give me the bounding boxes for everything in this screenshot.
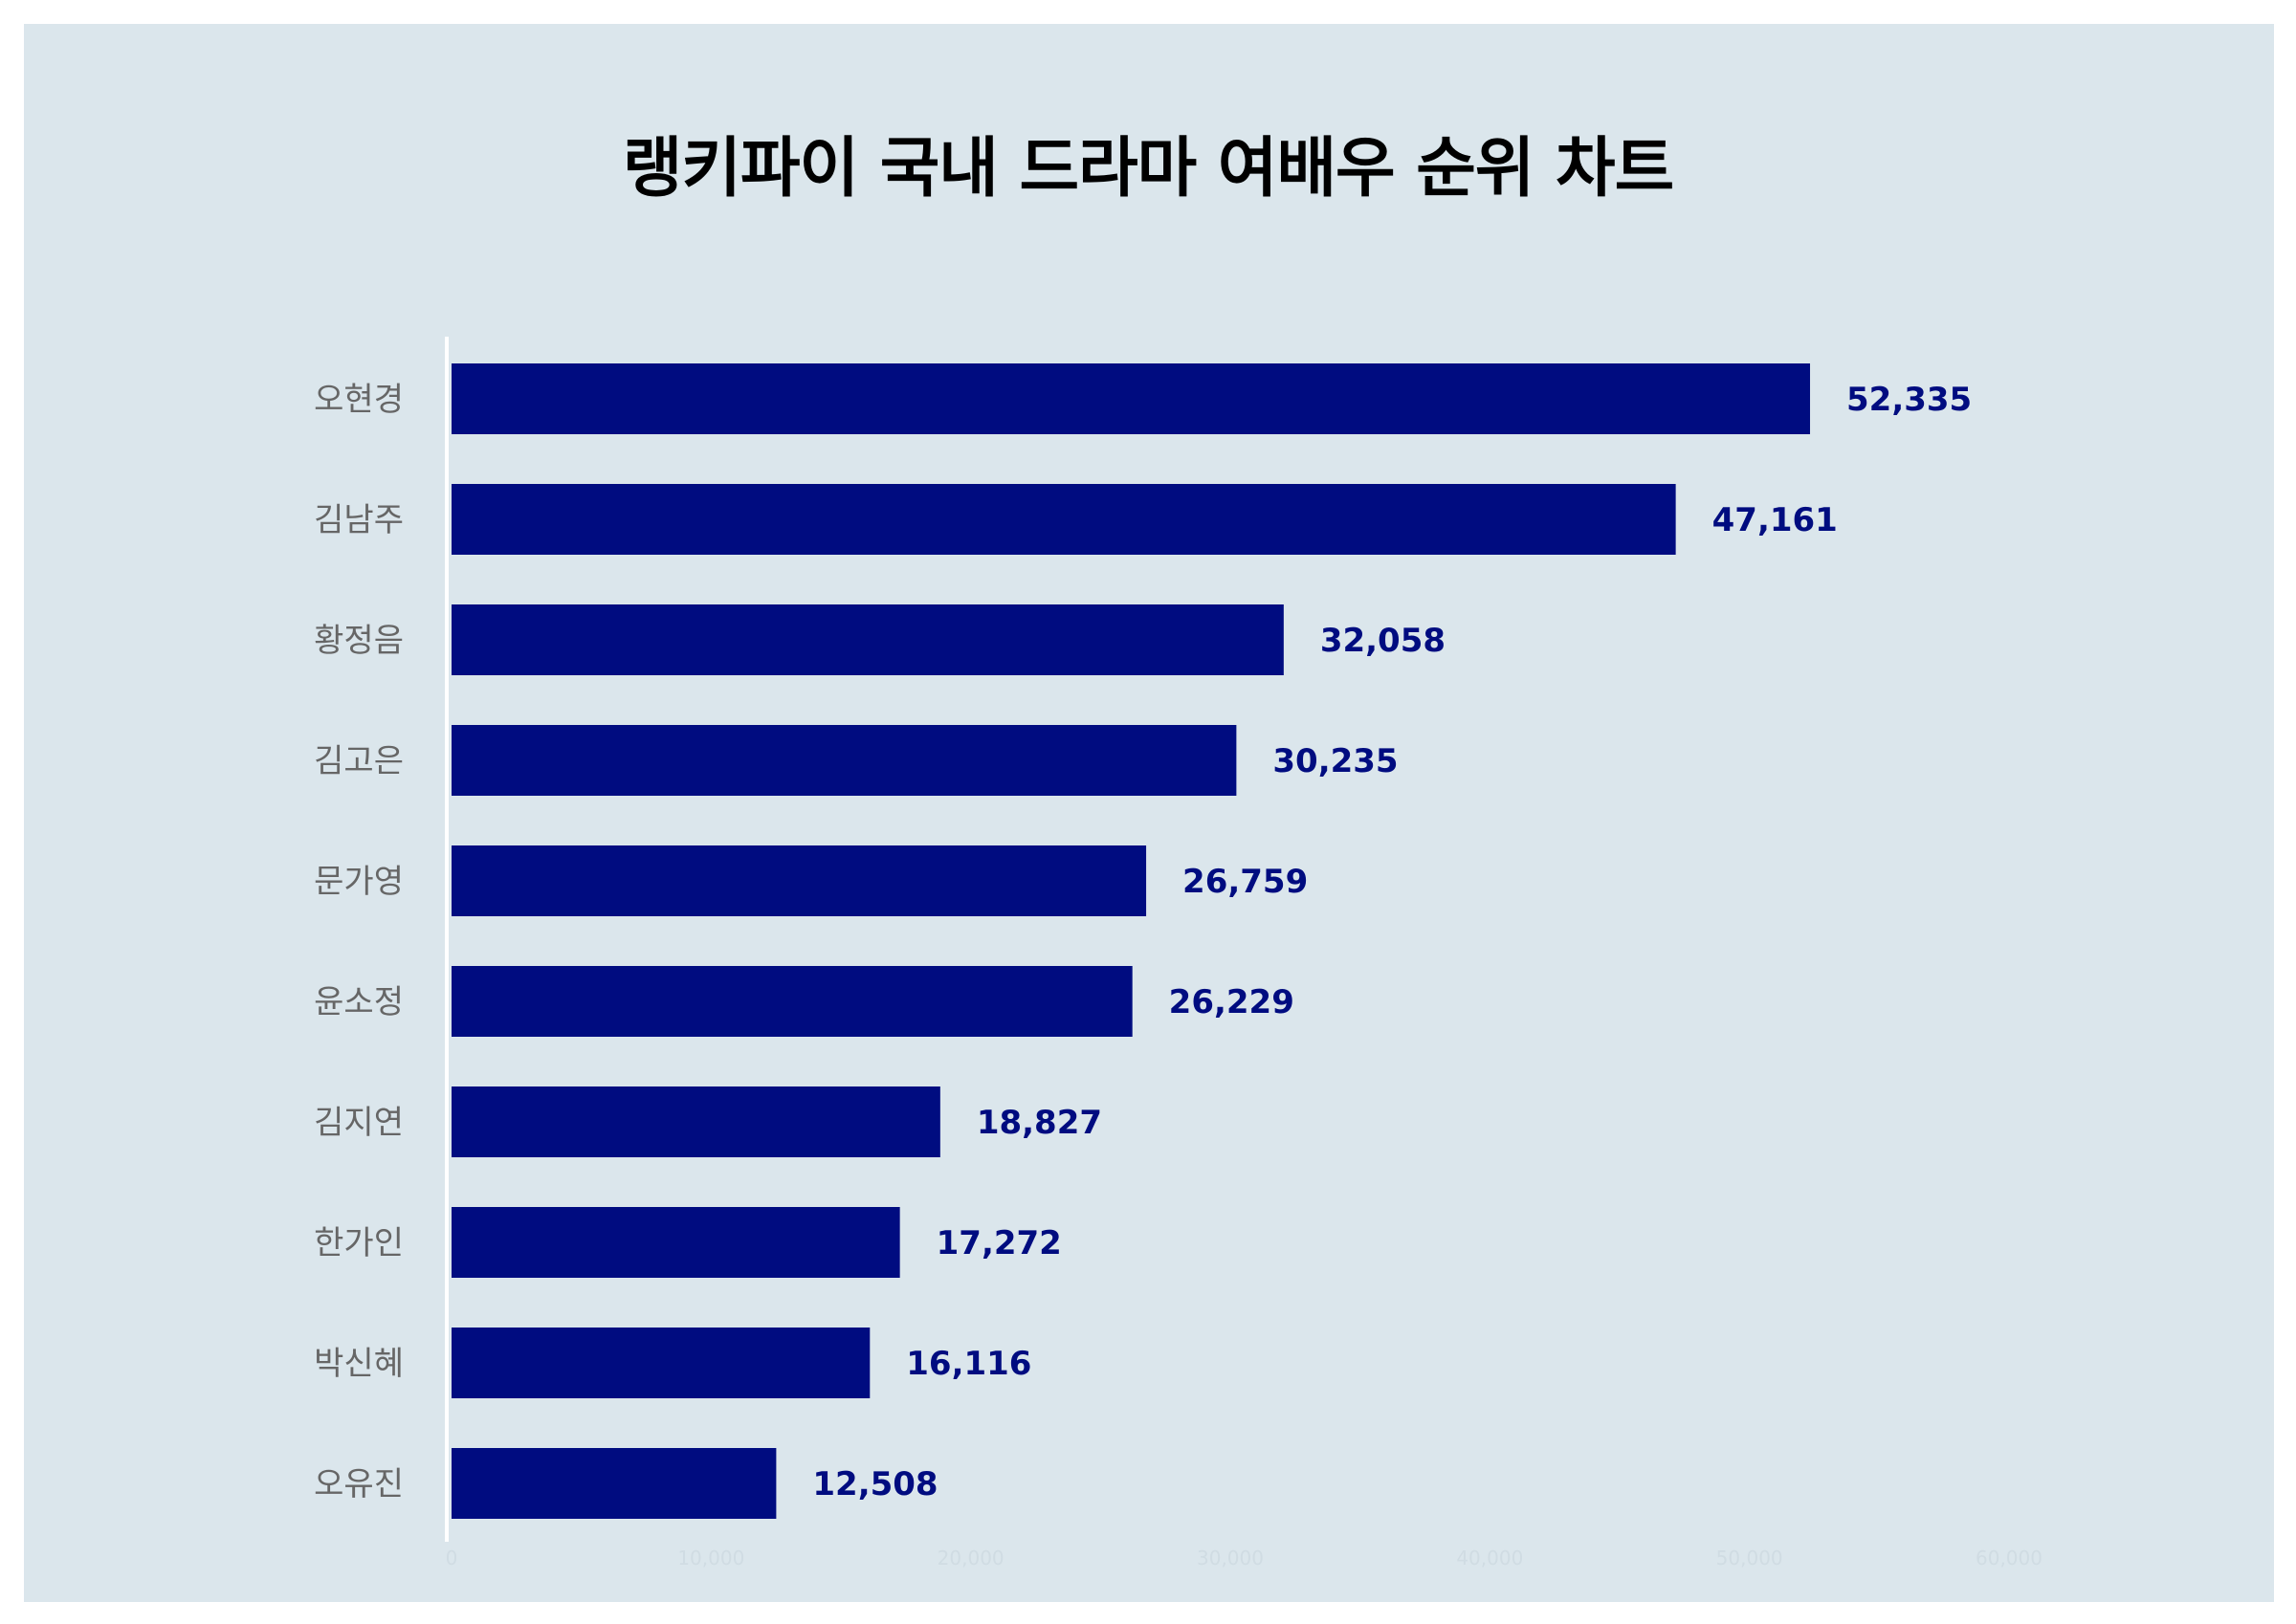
- category-label: 오유진: [314, 1465, 404, 1503]
- bar-김고은: [452, 725, 1237, 796]
- value-label: 26,759: [1182, 863, 1308, 901]
- chart-panel: [24, 24, 2274, 1602]
- x-tick-label: 50,000: [1716, 1547, 1783, 1569]
- x-tick-label: 20,000: [938, 1547, 1004, 1569]
- value-label: 18,827: [977, 1104, 1102, 1142]
- bar-황정음: [452, 604, 1284, 675]
- value-label: 30,235: [1272, 742, 1398, 780]
- value-label: 32,058: [1320, 622, 1446, 660]
- x-tick-label: 40,000: [1456, 1547, 1523, 1569]
- value-label: 17,272: [937, 1224, 1062, 1262]
- category-label: 김지연: [314, 1104, 404, 1142]
- x-tick-label: 10,000: [677, 1547, 744, 1569]
- category-label: 윤소정: [314, 983, 404, 1021]
- category-label: 김남주: [314, 501, 404, 539]
- value-label: 16,116: [906, 1345, 1031, 1383]
- category-label: 박신혜: [314, 1345, 404, 1383]
- value-label: 26,229: [1169, 983, 1294, 1021]
- x-tick-label: 30,000: [1197, 1547, 1264, 1569]
- category-label: 황정음: [314, 622, 404, 660]
- bar-윤소정: [452, 966, 1133, 1037]
- x-tick-label: 0: [446, 1547, 458, 1569]
- category-label: 문가영: [314, 863, 404, 901]
- bar-오유진: [452, 1448, 777, 1519]
- category-label: 한가인: [314, 1224, 404, 1262]
- x-tick-label: 60,000: [1976, 1547, 2042, 1569]
- category-label: 김고은: [314, 742, 404, 780]
- value-label: 12,508: [812, 1465, 938, 1503]
- bar-김지연: [452, 1086, 940, 1157]
- bar-한가인: [452, 1207, 900, 1278]
- bar-오현경: [452, 363, 1811, 434]
- bar-김남주: [452, 484, 1676, 555]
- bar-박신혜: [452, 1328, 871, 1398]
- chart-title: 랭키파이 국내 드라마 여배우 순위 차트: [622, 131, 1674, 207]
- value-label: 47,161: [1712, 501, 1838, 539]
- category-label: 오현경: [314, 381, 404, 419]
- value-label: 52,335: [1846, 381, 1972, 419]
- bar-문가영: [452, 845, 1147, 916]
